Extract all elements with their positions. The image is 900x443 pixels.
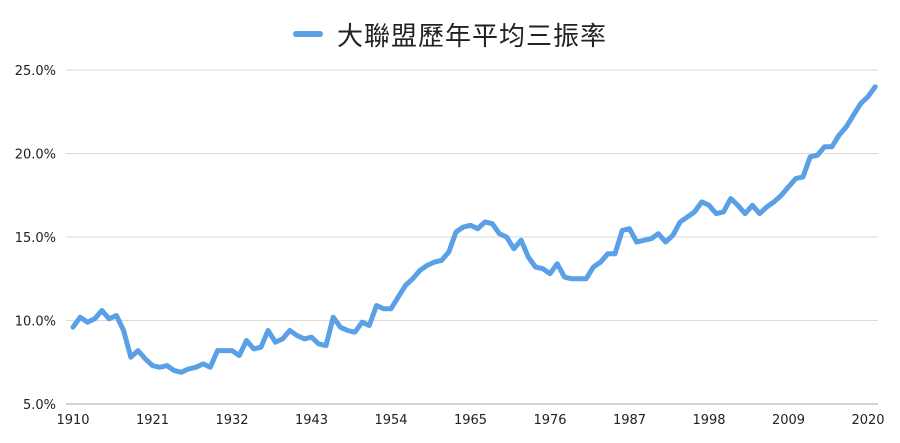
x-tick-label: 2009 — [772, 413, 805, 428]
y-axis-tick-labels: 5.0% 10.0% 15.0% 20.0% 25.0% — [15, 64, 56, 413]
y-tick-label: 20.0% — [15, 148, 56, 163]
y-tick-label: 10.0% — [15, 315, 56, 330]
y-tick-label: 15.0% — [15, 231, 56, 246]
x-axis-tick-labels: 1910 1921 1932 1943 1954 1965 1976 1987 1998 2009… — [56, 413, 884, 428]
legend: 大聯盟歷年平均三振率 — [0, 14, 900, 54]
y-tick-label: 25.0% — [15, 64, 56, 79]
x-tick-label: 1943 — [295, 413, 328, 428]
x-tick-label: 1932 — [215, 413, 248, 428]
legend-label: 大聯盟歷年平均三振率 — [336, 21, 607, 52]
gridlines — [66, 69, 878, 321]
x-tick-label: 1921 — [136, 413, 169, 428]
x-tick-label: 1976 — [533, 413, 566, 428]
legend-swatch — [292, 31, 323, 37]
x-tick-label: 1910 — [56, 413, 89, 428]
y-tick-label: 5.0% — [23, 398, 56, 413]
x-tick-label: 1954 — [374, 413, 407, 428]
x-tick-label: 2020 — [851, 413, 884, 428]
x-tick-label: 1965 — [454, 413, 487, 428]
x-tick-label: 1987 — [613, 413, 646, 428]
series-line-strikeout-rate — [70, 84, 878, 375]
x-tick-label: 1998 — [692, 413, 725, 428]
